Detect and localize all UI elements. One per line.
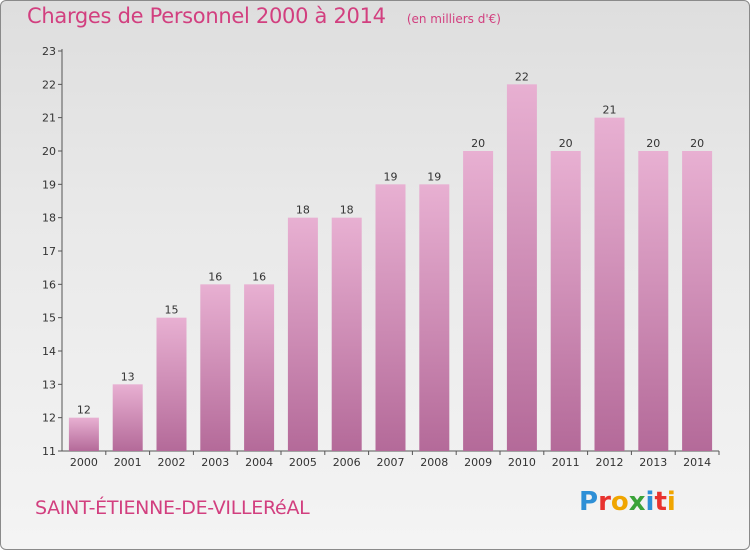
data-label-2003: 16 [208,270,222,283]
bar-2013 [638,151,669,451]
x-tick-label: 2006 [333,456,361,469]
x-tick-label: 2000 [70,456,98,469]
data-label-2008: 19 [427,170,441,183]
data-label-2010: 22 [515,70,529,83]
logo-letter: P [579,487,599,517]
logo-letter: r [598,487,611,517]
x-tick-label: 2004 [245,456,273,469]
commune-name: SAINT-ÉTIENNE-DE-VILLERéAL [35,497,310,519]
x-tick-label: 2011 [552,456,580,469]
proxiti-logo[interactable]: Proxiti [579,487,676,517]
y-tick-label: 17 [42,245,56,258]
chart-subtitle: (en milliers d'€) [406,12,501,26]
y-tick-label: 14 [42,345,56,358]
x-tick-label: 2008 [420,456,448,469]
x-tick-label: 2007 [377,456,405,469]
bar-2001 [112,384,143,451]
bar-2004 [244,284,275,451]
x-tick-label: 2005 [289,456,317,469]
y-tick-label: 12 [42,412,56,425]
data-label-2007: 19 [384,170,398,183]
data-labels: 12 13 15 16 16 18 18 19 19 20 22 20 21 20 20 [77,70,704,416]
x-tick-label: 2010 [508,456,536,469]
y-tick-label: 13 [42,378,56,391]
axes: 11 12 13 14 15 16 17 18 19 20 21 22 23 2000 2001 2002 20… [42,45,720,469]
y-tick-label: 19 [42,178,56,191]
data-label-2004: 16 [252,270,266,283]
logo-letter: x [628,487,646,517]
bar-2012 [594,117,625,452]
bar-2000 [68,417,99,451]
y-tick-label: 22 [42,78,56,91]
bar-2007 [375,184,406,452]
data-label-2013: 20 [646,137,660,150]
bar-2010 [506,84,537,451]
data-label-2012: 21 [603,104,617,117]
logo-letter: i [645,487,655,517]
x-tick-label: 2013 [639,456,667,469]
data-label-2006: 18 [340,204,354,217]
chart-title: Charges de Personnel 2000 à 2014 [27,4,386,28]
bar-2014 [682,151,713,451]
data-label-2002: 15 [165,304,179,317]
y-tick-label: 23 [42,45,56,58]
data-label-2011: 20 [559,137,573,150]
bar-2011 [550,151,581,451]
y-tick-label: 15 [42,312,56,325]
x-tick-label: 2014 [683,456,711,469]
bar-2005 [287,217,318,451]
x-tick-label: 2002 [158,456,186,469]
data-label-2005: 18 [296,204,310,217]
bar-2009 [463,151,494,451]
y-tick-label: 20 [42,145,56,158]
bar-2002 [156,317,187,451]
data-label-2001: 13 [121,370,135,383]
y-tick-label: 21 [42,112,56,125]
data-label-2014: 20 [690,137,704,150]
bar-2003 [200,284,231,451]
bars [68,84,713,452]
logo-letter: i [666,487,676,517]
y-tick-label: 18 [42,212,56,225]
y-tick-label: 11 [42,445,56,458]
x-tick-label: 2012 [596,456,624,469]
x-tick-label: 2003 [201,456,229,469]
title-row: Charges de Personnel 2000 à 2014 (en mil… [27,4,501,28]
bar-2006 [331,217,362,451]
logo-letter: t [654,487,667,517]
bar-2008 [419,184,450,452]
x-tick-label: 2001 [114,456,142,469]
data-label-2009: 20 [471,137,485,150]
x-tick-label: 2009 [464,456,492,469]
y-tick-label: 16 [42,278,56,291]
data-label-2000: 12 [77,404,91,417]
logo-letter: o [610,487,629,517]
